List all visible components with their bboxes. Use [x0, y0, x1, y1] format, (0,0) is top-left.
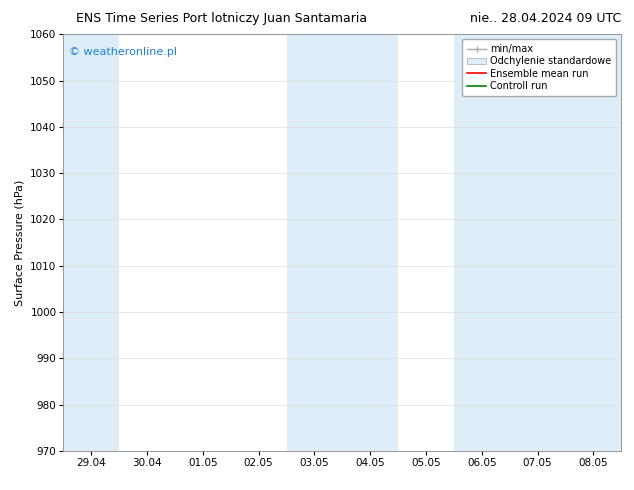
Text: ENS Time Series Port lotniczy Juan Santamaria: ENS Time Series Port lotniczy Juan Santa…: [76, 12, 367, 25]
Text: nie.. 28.04.2024 09 UTC: nie.. 28.04.2024 09 UTC: [470, 12, 621, 25]
Y-axis label: Surface Pressure (hPa): Surface Pressure (hPa): [15, 179, 25, 306]
Legend: min/max, Odchylenie standardowe, Ensemble mean run, Controll run: min/max, Odchylenie standardowe, Ensembl…: [462, 39, 616, 96]
Bar: [342, 34, 398, 451]
Bar: [63, 34, 119, 451]
Bar: [287, 34, 342, 451]
Bar: [510, 34, 566, 451]
Bar: [454, 34, 510, 451]
Text: © weatheronline.pl: © weatheronline.pl: [69, 47, 177, 57]
Bar: [566, 34, 621, 451]
